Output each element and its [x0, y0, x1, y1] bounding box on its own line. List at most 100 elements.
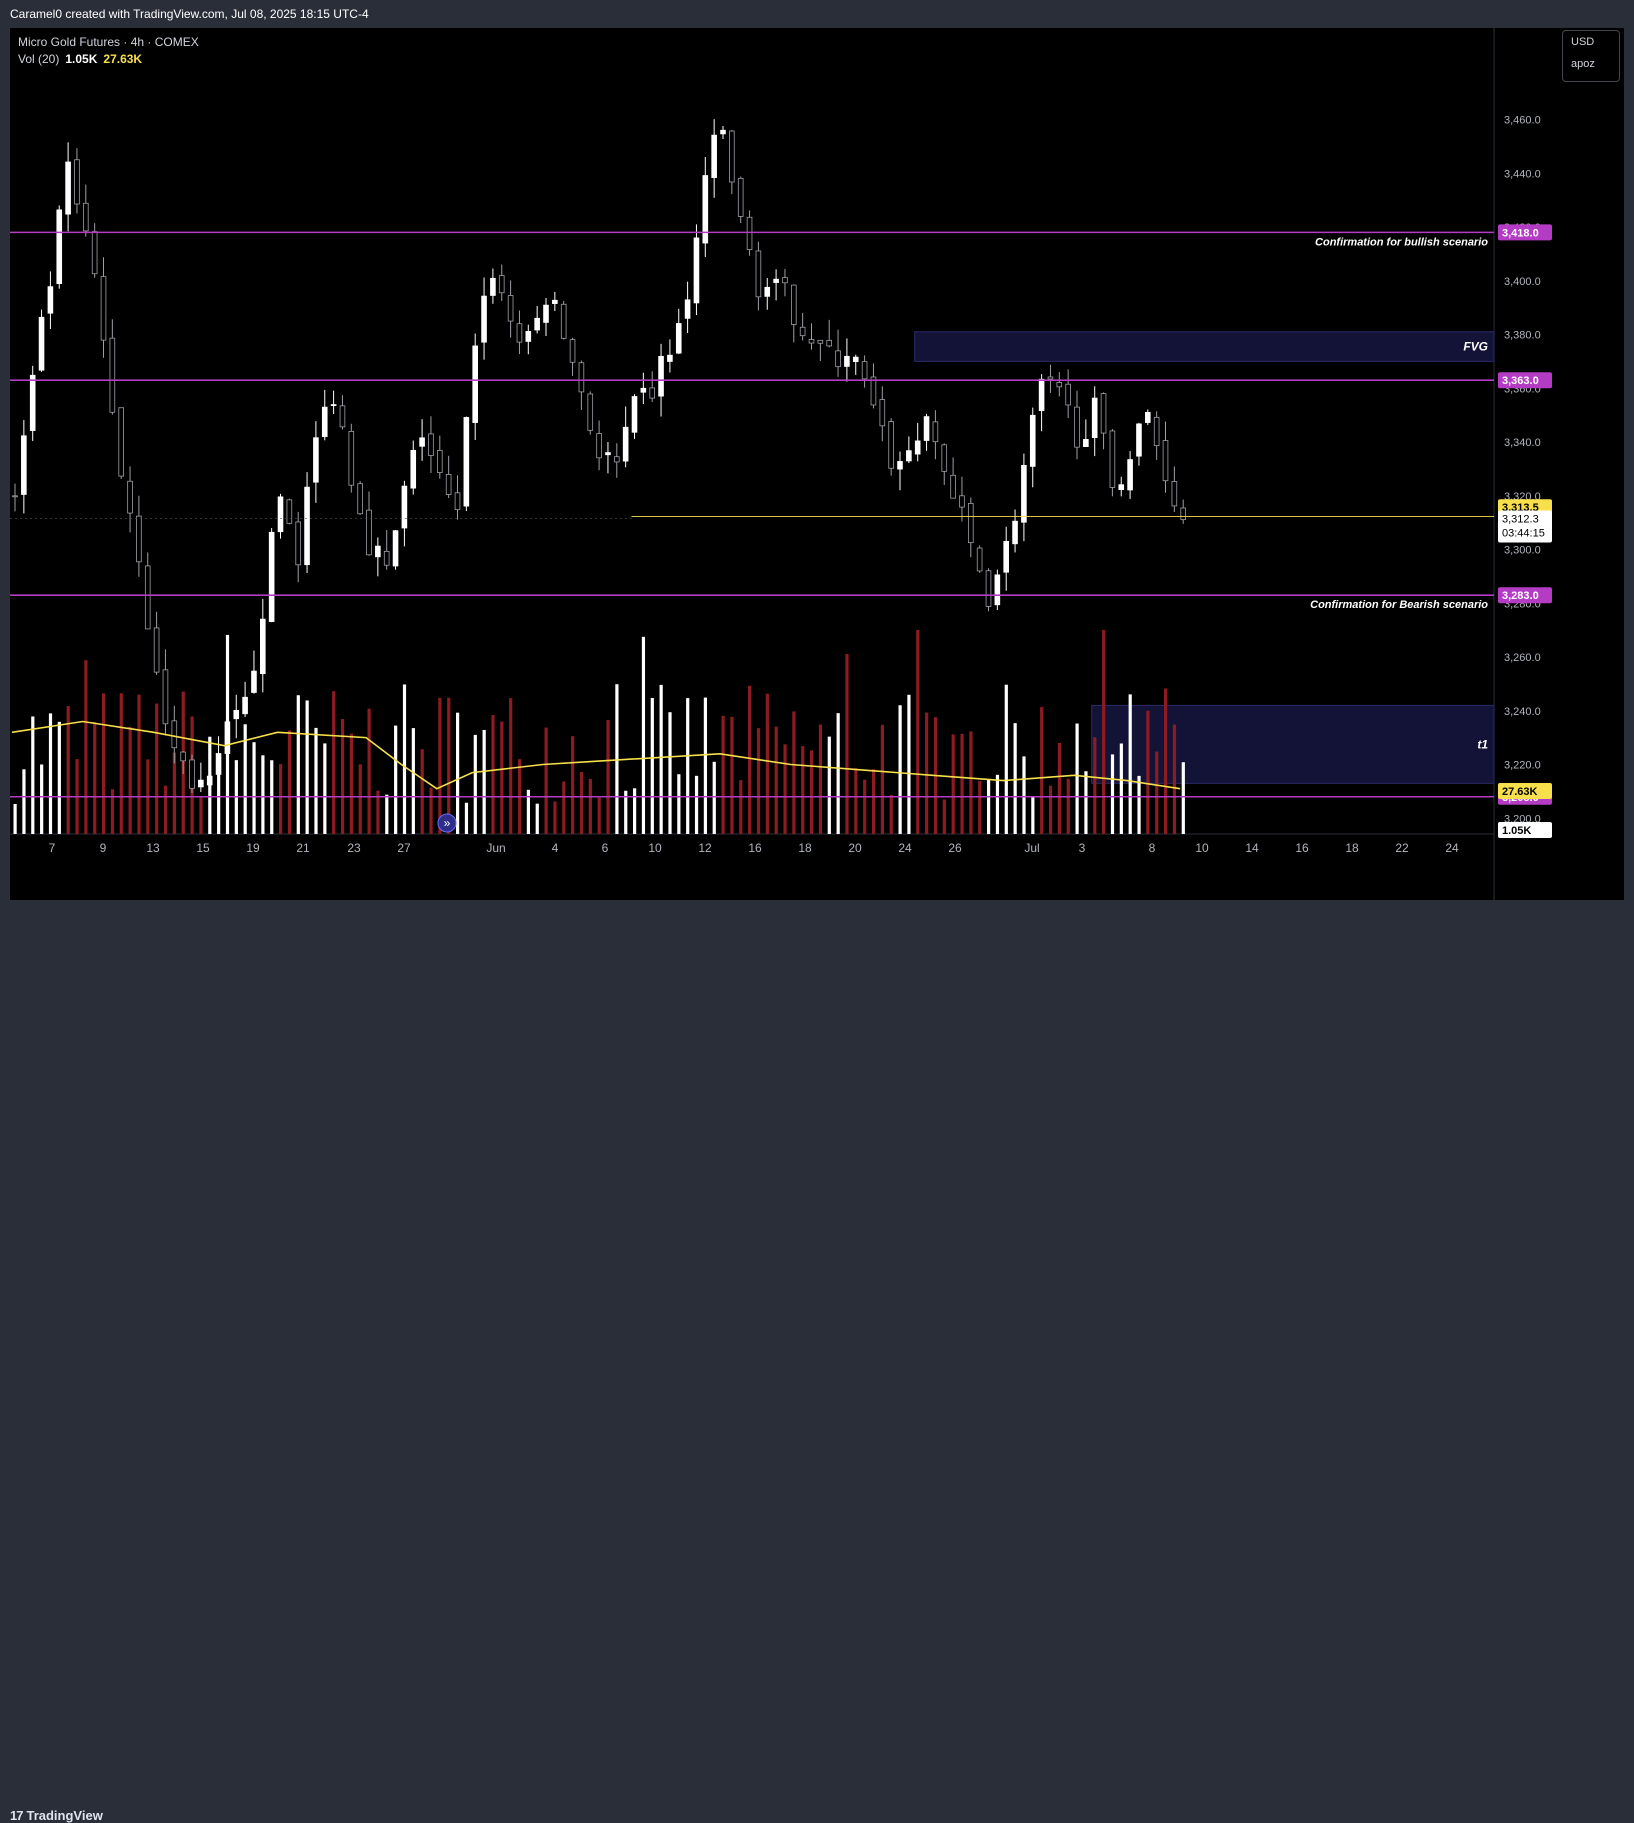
volume-bar [57, 721, 61, 834]
y-tick-label: 3,380.0 [1504, 330, 1541, 342]
volume-bar [411, 728, 415, 834]
candle-body [277, 496, 284, 533]
volume-bar [137, 694, 141, 834]
candle-body [233, 710, 240, 720]
level-tag-3363: 3,363.0 [1502, 375, 1539, 387]
price-chart[interactable]: FVG t1 Confirmation for bullish scenario Co… [0, 0, 1634, 933]
volume-bar [119, 693, 123, 834]
volume-bar [376, 790, 380, 834]
candle-body [552, 299, 558, 304]
candle-body [268, 531, 275, 622]
candle-body [21, 435, 27, 495]
x-tick-label: 9 [100, 841, 107, 855]
volume-bar [756, 728, 761, 834]
volume-bar [633, 788, 637, 834]
candle-body [525, 331, 532, 342]
candle-body [1074, 406, 1080, 448]
candle-body [383, 550, 390, 566]
x-tick-label: 6 [602, 841, 609, 855]
candle-body [198, 779, 204, 788]
candle-body [445, 473, 452, 495]
x-tick-label: 16 [1295, 841, 1309, 855]
candle-body [968, 503, 974, 544]
volume-bar [579, 772, 584, 834]
candle-body [1012, 520, 1018, 545]
candle-body [729, 130, 735, 183]
volume-bar [163, 785, 168, 834]
current-price-tag: 3,312.3 [1502, 513, 1539, 525]
currency-selector[interactable]: USD apoz [1562, 30, 1620, 82]
candle-body [791, 284, 797, 325]
candle-body [1100, 393, 1107, 434]
volume-bar [995, 774, 1000, 834]
volume-bar [1048, 785, 1053, 834]
x-tick-label: 23 [347, 841, 361, 855]
y-tick-label: 3,460.0 [1504, 115, 1541, 127]
volume-bar [1093, 737, 1097, 834]
zone-t1 [1091, 704, 1495, 784]
volume-ma-value: 27.63K [103, 52, 143, 66]
volume-bar [1084, 771, 1088, 834]
volume-bar [447, 697, 451, 834]
volume-bar [305, 700, 309, 834]
volume-bar [659, 684, 663, 834]
candle-body [605, 452, 611, 456]
x-tick-label: 26 [948, 841, 962, 855]
volume-bar [332, 691, 336, 834]
candle-body [578, 362, 585, 393]
x-tick-label: 15 [196, 841, 210, 855]
candle-body [817, 339, 824, 344]
volume-bar [323, 743, 327, 834]
candle-body [543, 304, 549, 323]
candle-body [498, 275, 505, 294]
volume-bar [668, 712, 672, 834]
candle-body [481, 295, 487, 343]
candle-body [569, 339, 576, 363]
candle-body [906, 450, 912, 462]
volume-last-tag: 1.05K [1502, 825, 1531, 837]
candle-body [29, 374, 36, 431]
candle-body [1109, 430, 1116, 488]
volume-bar [907, 694, 911, 834]
volume-bar [500, 721, 504, 834]
y-tick-label: 3,400.0 [1504, 276, 1541, 288]
candle-body [994, 574, 1001, 606]
volume-bar [1137, 775, 1141, 834]
volume-bar [571, 736, 575, 834]
x-tick-label: 20 [848, 841, 862, 855]
candle-body [224, 721, 231, 754]
candle-body [702, 175, 709, 244]
y-tick-label: 3,440.0 [1504, 168, 1541, 180]
volume-legend: Vol (20) 1.05K 27.63K [18, 51, 199, 68]
volume-bar [22, 769, 26, 834]
volume-bar [721, 715, 725, 834]
x-tick-label: Jun [486, 841, 505, 855]
x-tick-label: 4 [552, 841, 559, 855]
x-tick-label: 24 [898, 841, 912, 855]
candle-body [1153, 416, 1160, 447]
candle-body [1127, 459, 1133, 491]
volume-bar [774, 726, 778, 834]
tradingview-logo: 17 TradingView [10, 1808, 103, 1823]
candle-body [844, 355, 850, 367]
volume-bar [748, 685, 752, 834]
volume-bar [1172, 724, 1177, 834]
volume-bar [978, 780, 982, 834]
candle-body [959, 495, 965, 508]
x-tick-label: 10 [1195, 841, 1209, 855]
volume-last-tag-bg [1498, 822, 1552, 838]
volume-bar [110, 789, 115, 834]
volume-bar [1119, 743, 1123, 834]
candle-body [1136, 423, 1142, 457]
volume-bar [509, 698, 513, 834]
candle-body [782, 277, 788, 284]
candle-body [852, 356, 859, 363]
currency-unit: USD [1571, 36, 1595, 48]
candle-body [65, 161, 71, 215]
volume-bar [464, 802, 469, 834]
candle-body [835, 350, 841, 368]
candle-body [295, 521, 301, 566]
volume-bar [1102, 630, 1106, 834]
candle-body [560, 303, 567, 339]
volume-bar [349, 733, 353, 834]
